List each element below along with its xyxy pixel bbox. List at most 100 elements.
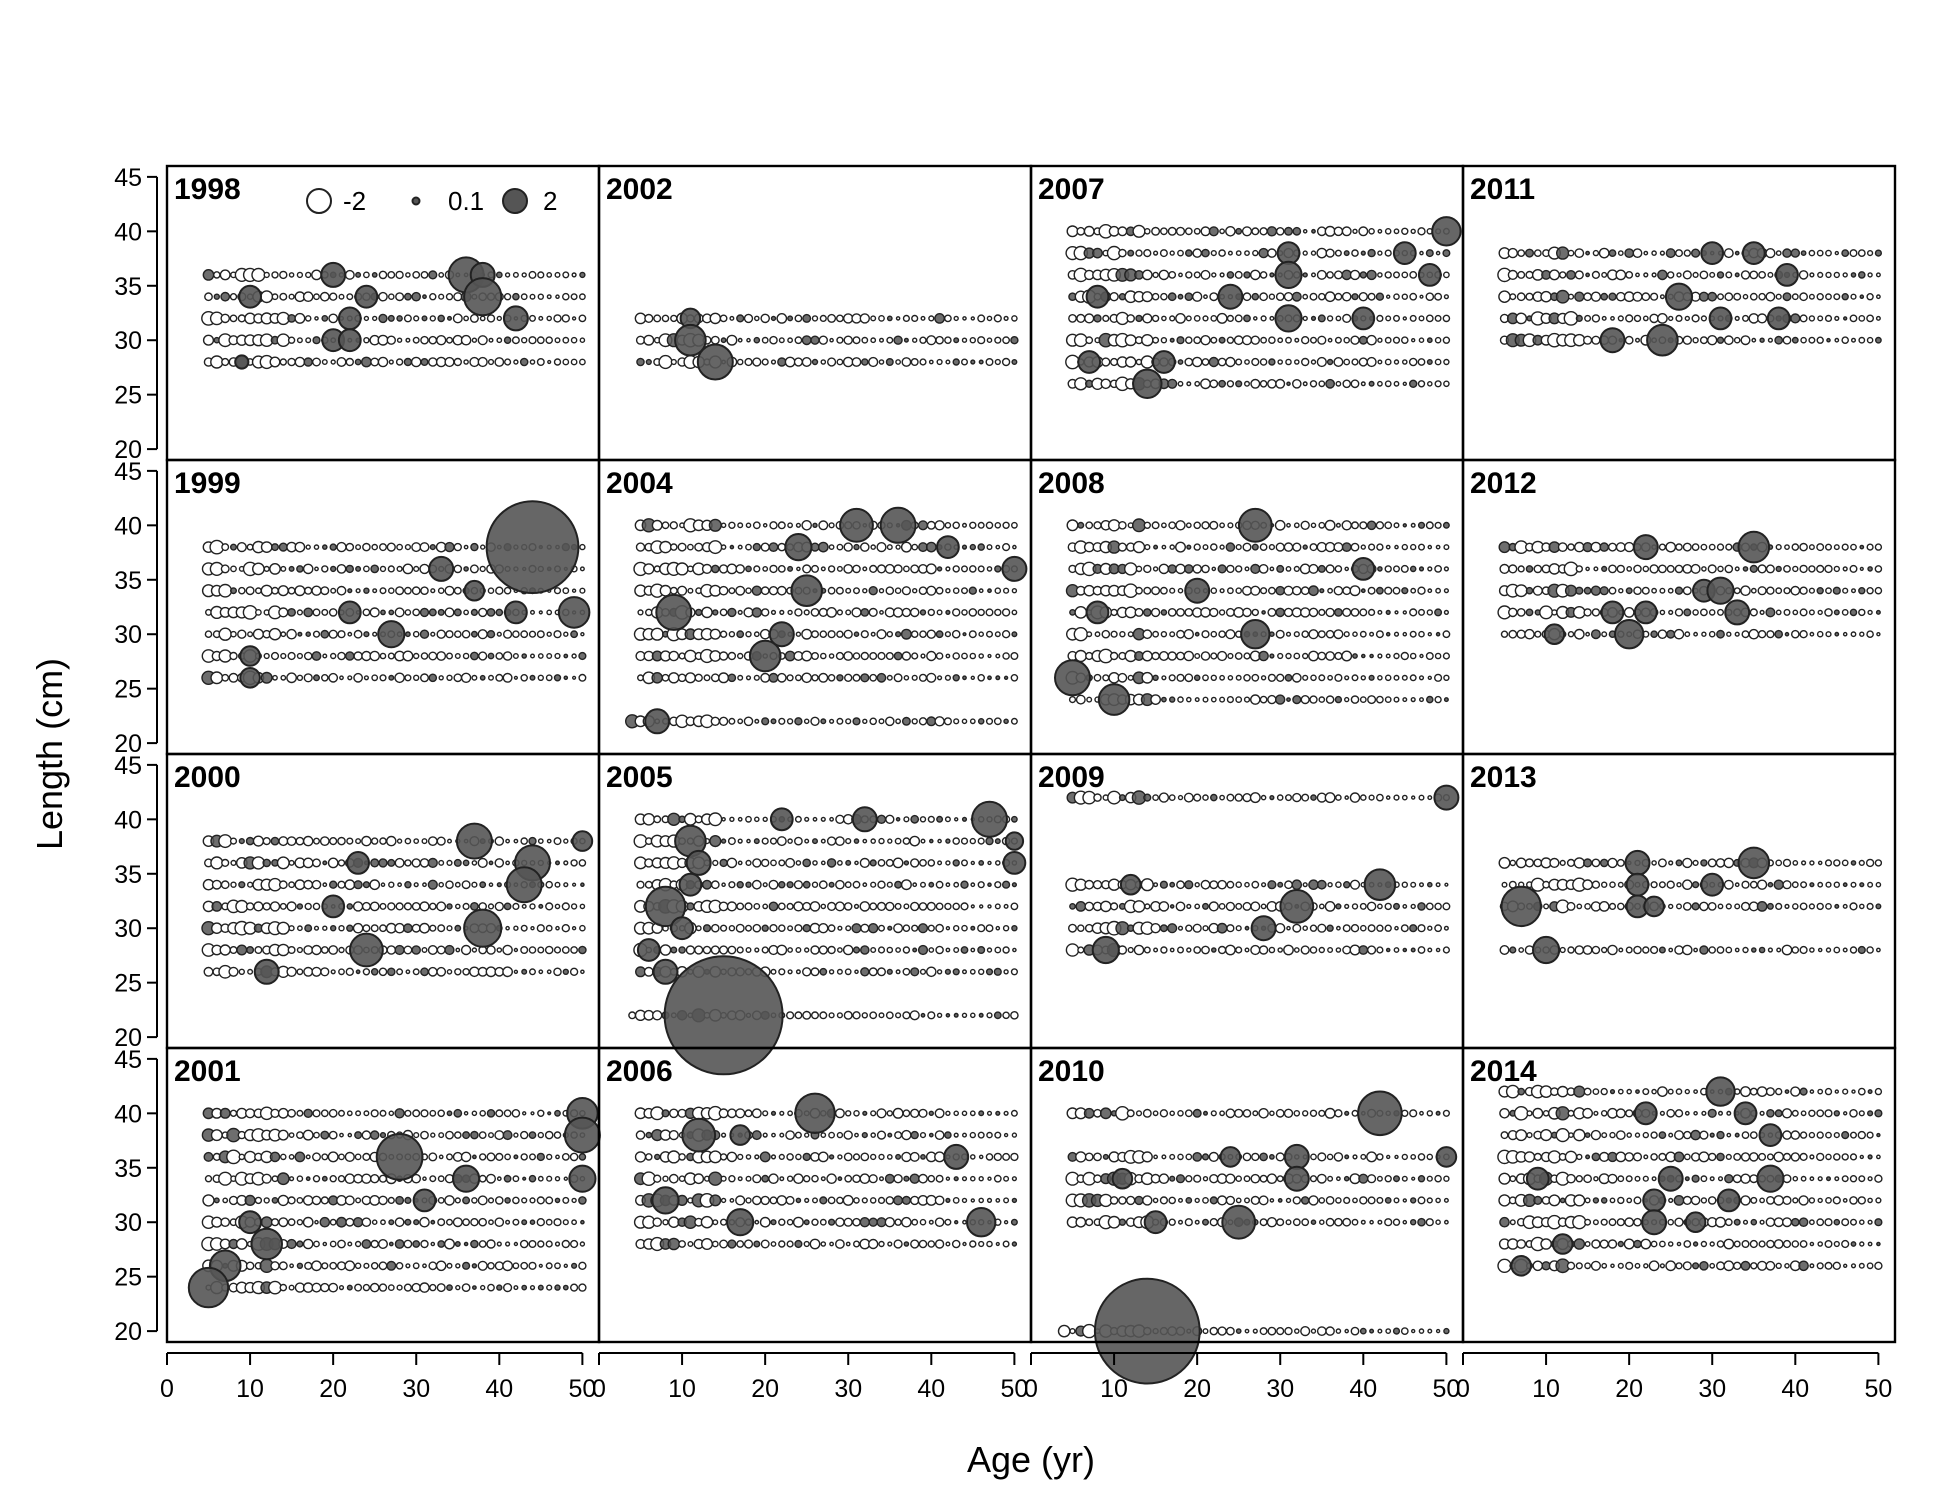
- residual-point: [1244, 925, 1250, 931]
- residual-point: [260, 541, 273, 553]
- residual-point: [288, 293, 295, 300]
- residual-point: [1859, 566, 1864, 571]
- residual-point: [1675, 314, 1683, 323]
- residual-point: [1792, 903, 1799, 910]
- residual-point: [1317, 314, 1326, 323]
- residual-point: [1194, 882, 1200, 888]
- residual-point: [1675, 903, 1682, 910]
- residual-point: [419, 629, 430, 639]
- residual-point: [1168, 270, 1177, 279]
- residual-point: [643, 334, 655, 346]
- residual-point: [1509, 1175, 1517, 1183]
- residual-point: [1774, 629, 1783, 639]
- residual-point: [329, 1174, 337, 1183]
- residual-point: [453, 1108, 463, 1118]
- residual-point: [328, 313, 339, 324]
- residual-point: [667, 812, 681, 826]
- residual-point: [537, 293, 544, 300]
- residual-point: [810, 608, 820, 617]
- residual-point: [937, 860, 943, 866]
- residual-point: [1658, 881, 1666, 889]
- residual-point: [404, 1218, 412, 1226]
- residual-point: [1341, 291, 1352, 302]
- residual-point: [910, 358, 919, 367]
- residual-point: [494, 858, 505, 868]
- residual-point: [909, 1151, 920, 1162]
- residual-point: [521, 1284, 528, 1291]
- residual-point: [802, 880, 811, 889]
- residual-bubble: [1274, 304, 1303, 333]
- residual-point: [795, 522, 801, 528]
- residual-point: [844, 968, 852, 976]
- residual-point: [1243, 696, 1251, 703]
- residual-point: [1219, 544, 1225, 550]
- residual-point: [1335, 522, 1341, 528]
- residual-point: [1385, 315, 1392, 322]
- residual-point: [1698, 1151, 1710, 1163]
- residual-point: [1351, 358, 1359, 366]
- residual-point: [1368, 227, 1375, 235]
- residual-point: [1083, 541, 1095, 553]
- residual-point: [1667, 587, 1674, 594]
- residual-point: [413, 674, 420, 681]
- residual-point: [1360, 924, 1367, 932]
- residual-point: [1168, 521, 1177, 530]
- residual-point: [977, 946, 986, 955]
- residual-point: [453, 858, 462, 867]
- residual-point: [1799, 1152, 1808, 1162]
- residual-bubble: [936, 535, 960, 559]
- residual-point: [811, 881, 819, 888]
- residual-point: [1384, 696, 1392, 703]
- residual-point: [776, 672, 787, 683]
- residual-bubble: [452, 1164, 481, 1193]
- residual-point: [1291, 879, 1303, 891]
- residual-point: [1384, 924, 1392, 932]
- residual-point: [278, 836, 289, 847]
- residual-point: [1334, 673, 1343, 682]
- residual-point: [404, 837, 412, 845]
- residual-point: [403, 586, 412, 595]
- residual-point: [1418, 697, 1424, 703]
- residual-point: [444, 541, 455, 553]
- residual-point: [1292, 694, 1302, 705]
- residual-point: [945, 1013, 951, 1018]
- residual-point: [336, 1216, 347, 1228]
- residual-point: [1876, 947, 1881, 953]
- residual-point: [1742, 946, 1749, 954]
- residual-point: [1350, 924, 1360, 933]
- residual-point: [1759, 337, 1765, 343]
- residual-point: [1160, 609, 1168, 616]
- residual-point: [221, 543, 230, 552]
- residual-point: [678, 1175, 686, 1182]
- residual-row: [1497, 605, 1881, 620]
- residual-point: [336, 564, 347, 574]
- residual-point: [320, 967, 330, 977]
- residual-point: [369, 650, 381, 662]
- residual-point: [1284, 880, 1293, 890]
- residual-point: [910, 1239, 920, 1249]
- residual-point: [1216, 650, 1228, 662]
- residual-point: [288, 881, 295, 889]
- panel-2009: 2009: [1029, 752, 1465, 1050]
- residual-point: [894, 631, 902, 638]
- residual-point: [1085, 1218, 1094, 1227]
- residual-point: [702, 945, 712, 955]
- residual-point: [1435, 250, 1441, 256]
- residual-point: [344, 879, 356, 891]
- residual-point: [1243, 1197, 1250, 1204]
- residual-point: [1152, 271, 1159, 279]
- residual-point: [463, 1241, 469, 1247]
- residual-point: [221, 673, 230, 682]
- residual-point: [718, 716, 729, 726]
- residual-point: [961, 1176, 968, 1182]
- residual-point: [1261, 610, 1266, 615]
- residual-point: [344, 269, 355, 280]
- residual-point: [345, 1217, 355, 1227]
- residual-point: [1376, 695, 1384, 704]
- residual-point: [794, 815, 802, 823]
- residual-point: [1011, 631, 1018, 638]
- residual-point: [1692, 609, 1699, 616]
- residual-point: [1833, 1110, 1841, 1117]
- residual-point: [812, 838, 819, 845]
- residual-point: [1226, 336, 1235, 344]
